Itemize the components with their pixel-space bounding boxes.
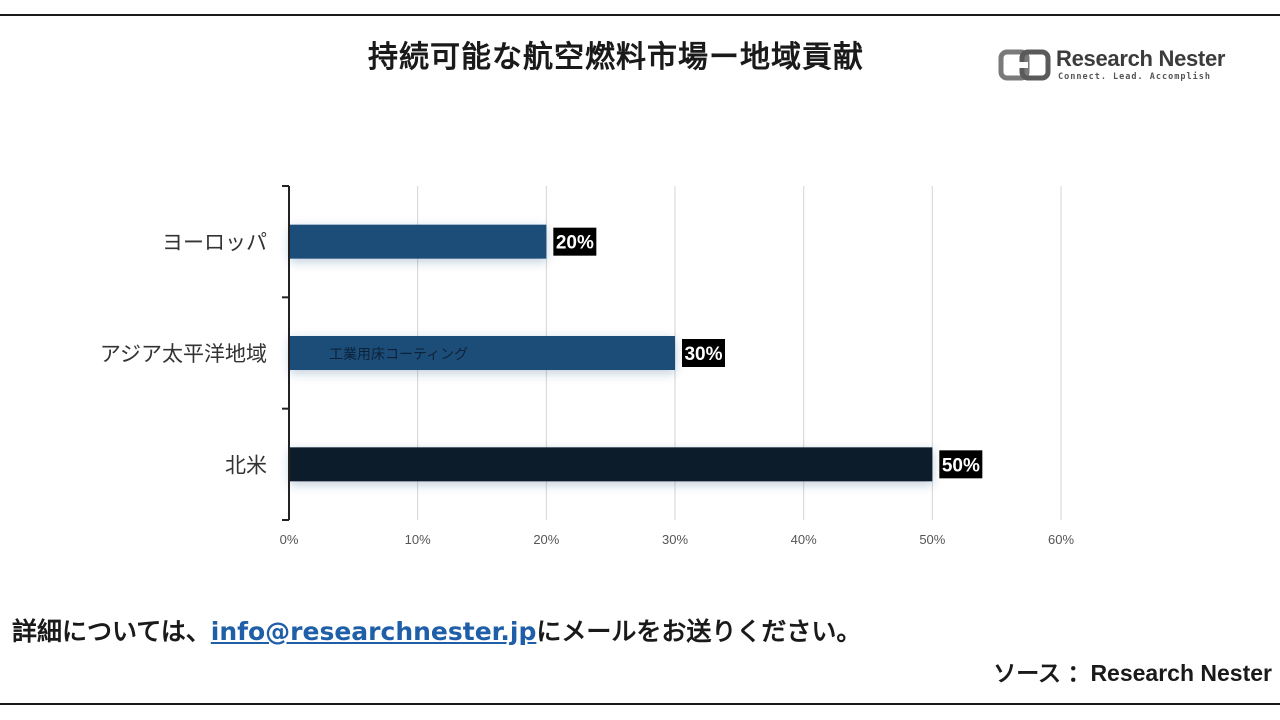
bar	[290, 447, 933, 482]
bar	[290, 224, 547, 259]
data-label: 50%	[942, 455, 980, 476]
data-label-bg	[553, 227, 597, 256]
logo-name: Research Nester	[1056, 46, 1226, 71]
data-label: 20%	[556, 233, 594, 254]
x-tick-label: 20%	[533, 532, 559, 547]
source-credit: ソース ：Research Nester	[993, 660, 1272, 686]
bars	[290, 224, 933, 482]
data-label-bg	[682, 339, 725, 367]
x-tick-label: 30%	[662, 532, 688, 547]
bar	[290, 336, 675, 370]
contact-prefix: 詳細については、	[12, 617, 211, 646]
bottom-border	[0, 703, 1280, 705]
brand-logo: Research Nester Connect. Lead. Accomplis…	[996, 44, 1226, 88]
x-tick-label: 40%	[791, 532, 817, 547]
category-label: 北米	[225, 453, 267, 477]
x-tick-label: 0%	[280, 532, 299, 547]
labels: 0% 10% 20% 30% 40% 50% 60% ヨーロッパ 20% アジア太平洋地域 30% 北…	[100, 227, 1074, 547]
contact-suffix: にメールをお送りください。	[536, 617, 862, 646]
x-tick-label: 50%	[919, 532, 945, 547]
research-nester-logo-icon	[998, 49, 1051, 81]
y-axis	[282, 185, 290, 521]
contact-email-link[interactable]: info@researchnester.jp	[210, 617, 537, 646]
bar-chart: 0% 10% 20% 30% 40% 50% 60% ヨーロッパ 20% アジア太平洋地域 30% 北…	[100, 185, 1074, 547]
logo-tagline: Connect. Lead. Accomplish	[1058, 72, 1211, 82]
data-label: 30%	[684, 344, 722, 365]
chart-title: 持続可能な航空燃料市場ー地域貢献	[368, 40, 864, 75]
category-label: アジア太平洋地域	[100, 342, 267, 366]
top-border	[0, 14, 1280, 16]
x-tick-label: 60%	[1048, 532, 1074, 547]
watermark-text: 工業用床コーティング	[329, 347, 468, 363]
data-label-bg	[939, 450, 983, 479]
x-tick-label: 10%	[405, 532, 431, 547]
contact-note: 詳細については、info@researchnester.jpにメールをお送りくだ…	[12, 612, 861, 648]
category-label: ヨーロッパ	[162, 231, 267, 255]
